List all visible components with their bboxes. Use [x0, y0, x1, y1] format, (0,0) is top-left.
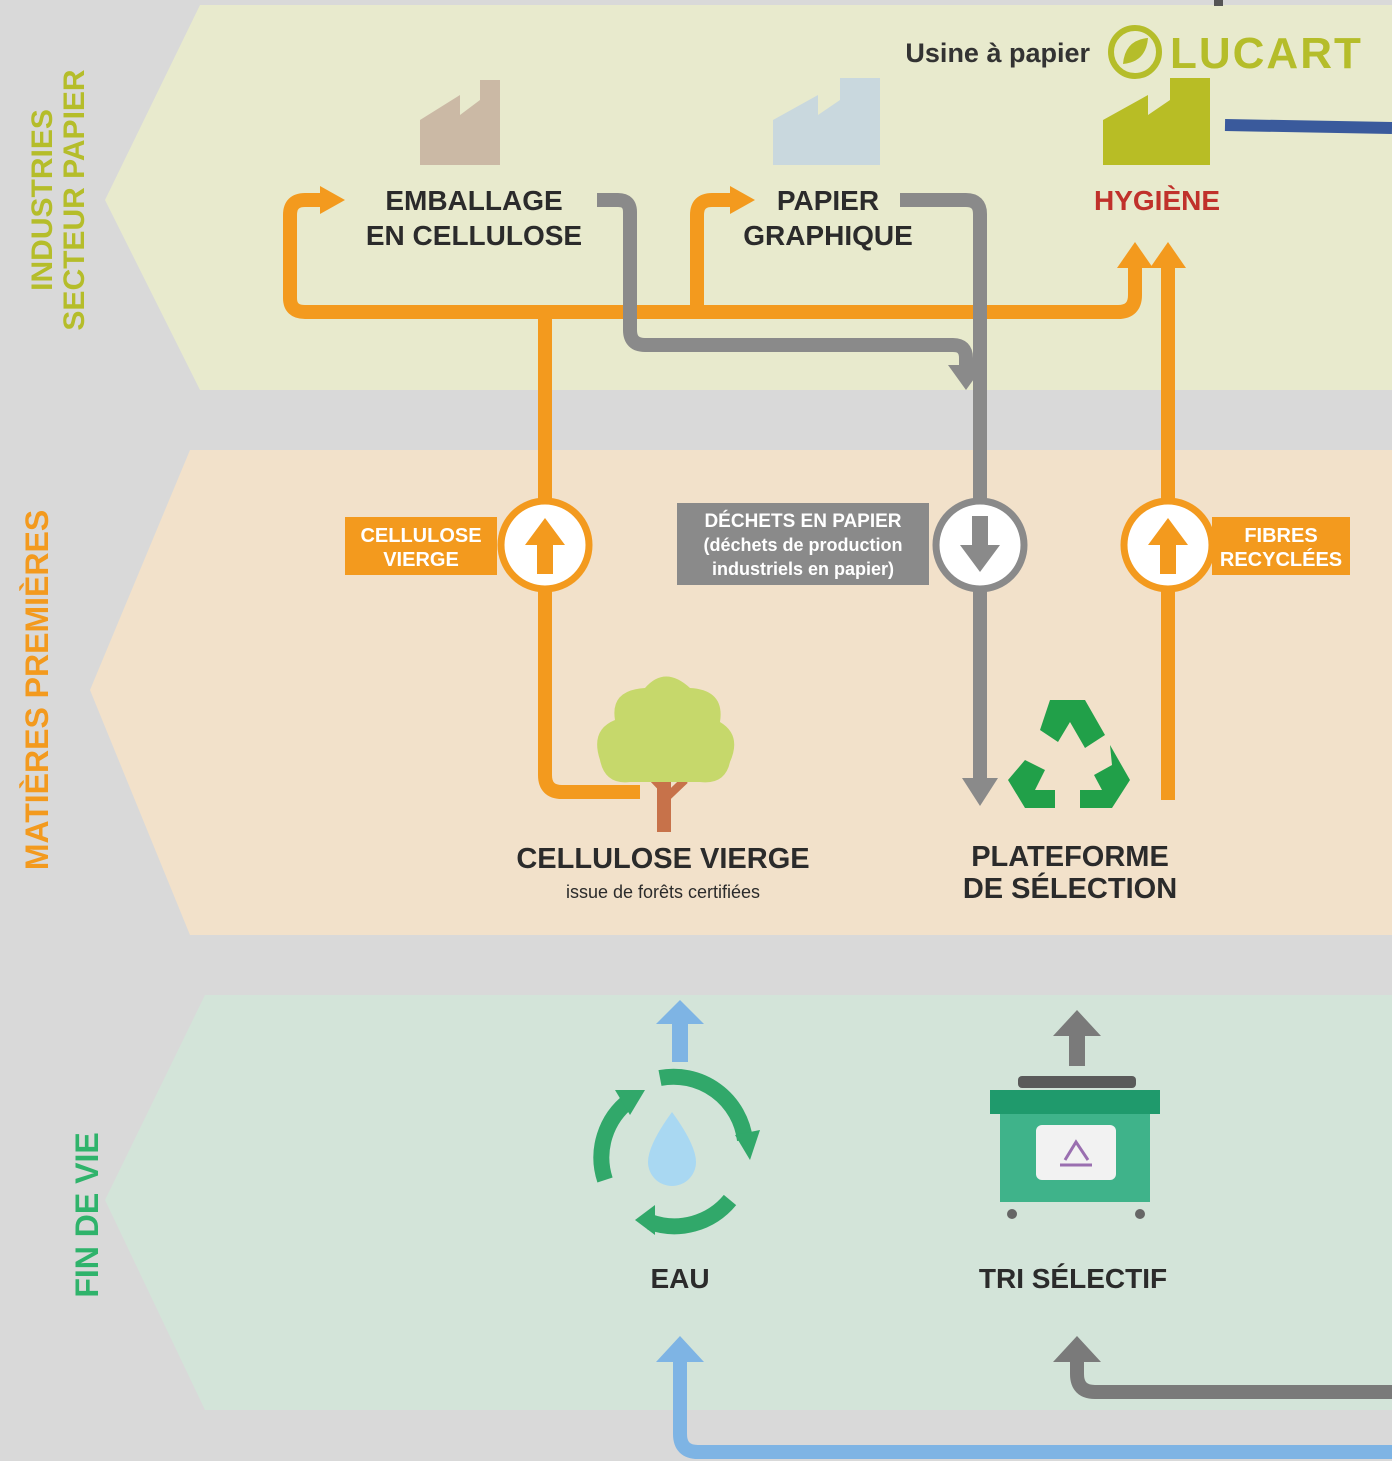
flow-line [283, 193, 1142, 319]
top-line [1214, 0, 1223, 6]
factory-icon [420, 80, 500, 165]
section-label: SECTEUR PAPIER [58, 69, 91, 330]
node-label: EAU [650, 1263, 709, 1294]
node-label: EN CELLULOSE [366, 220, 582, 251]
arrow-shaft [1069, 1032, 1085, 1066]
node-label: GRAPHIQUE [743, 220, 913, 251]
recycle-icon [1008, 700, 1130, 808]
flow-line [538, 312, 640, 799]
factory-icon [1103, 78, 1210, 165]
section-label: FIN DE VIE [69, 1132, 105, 1297]
node-label: DE SÉLECTION [963, 871, 1177, 905]
bin-icon [990, 1076, 1160, 1219]
node-label: EMBALLAGE [385, 185, 562, 216]
flow-line [597, 193, 973, 370]
section-label: MATIÈRES PREMIÈRES [19, 510, 55, 870]
flow-circle [497, 497, 593, 593]
flow-circle [932, 497, 1028, 593]
flow-label: FIBRES [1244, 525, 1317, 547]
flow-label-box [677, 503, 929, 585]
logo-text: LUCART [1170, 29, 1363, 78]
factory-icon [773, 78, 880, 165]
arrow-head [1117, 242, 1153, 268]
node-sublabel: issue de forêts certifiées [566, 882, 760, 902]
node-label: HYGIÈNE [1094, 185, 1220, 216]
flow-label: (déchets de production [703, 535, 902, 555]
water-cycle-icon [593, 1068, 760, 1235]
node-label: PLATEFORME [971, 841, 1169, 873]
node-label: CELLULOSE VIERGE [516, 843, 809, 875]
flow-line [673, 1355, 1392, 1459]
arrow-head [730, 186, 755, 214]
arrow-head [656, 1000, 704, 1024]
flow-label-box [1212, 517, 1350, 575]
flow-line [1070, 1355, 1392, 1399]
node-label: TRI SÉLECTIF [979, 1263, 1167, 1294]
arrow-head [1053, 1336, 1101, 1362]
flow-label: industriels en papier) [712, 559, 894, 579]
arrow-shaft [672, 1020, 688, 1062]
header-title: Usine à papier [905, 38, 1090, 68]
flow-label-box [345, 517, 497, 575]
arrow-head [656, 1336, 704, 1362]
arrow-head [320, 186, 345, 214]
logo-icon [1108, 25, 1162, 79]
tree-icon [597, 676, 735, 832]
flow-label: RECYCLÉES [1220, 548, 1342, 571]
section-label: INDUSTRIES [26, 109, 59, 291]
flow-line [690, 193, 740, 312]
arrow-head [1150, 242, 1186, 268]
arrow-head [962, 778, 998, 806]
node-label: PAPIER [777, 185, 879, 216]
flow-label: VIERGE [383, 549, 459, 571]
band-fin-de-vie [105, 995, 1392, 1410]
arrow-head [1053, 1010, 1101, 1036]
flow-circle [1120, 497, 1216, 593]
flow-line [900, 193, 987, 785]
flow-label: CELLULOSE [360, 525, 481, 547]
flow-label: DÉCHETS EN PAPIER [704, 510, 901, 532]
flow-line [1224, 119, 1392, 134]
